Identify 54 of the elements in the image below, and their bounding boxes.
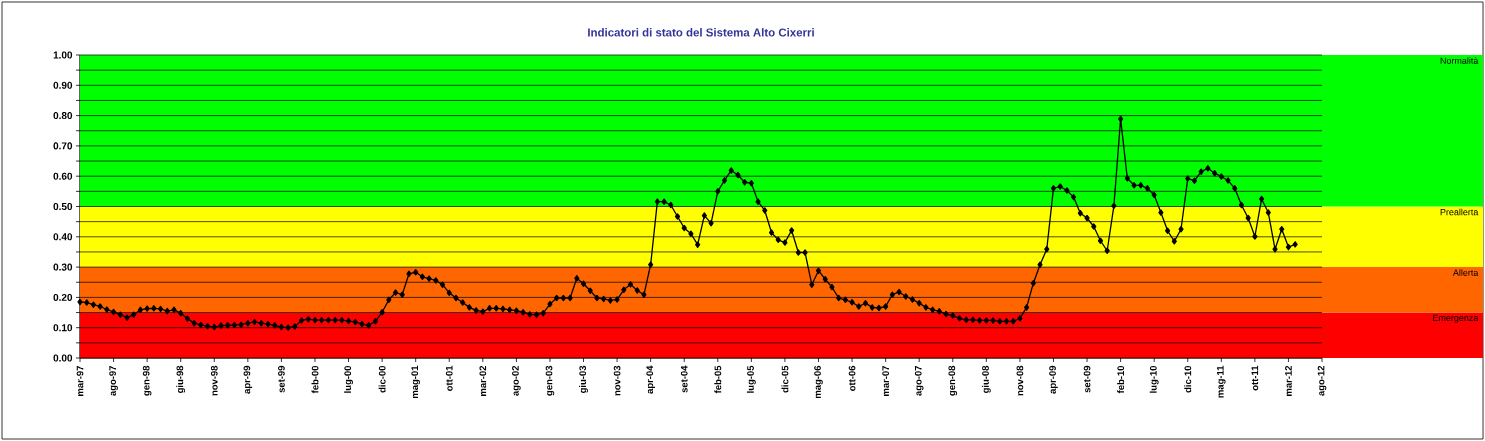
x-tick-label: mar-07 bbox=[882, 365, 889, 396]
x-tick-label: nov-98 bbox=[210, 365, 218, 396]
y-tick-label: 0.70 bbox=[53, 142, 73, 150]
x-tick-label: feb-00 bbox=[311, 365, 319, 394]
y-tick-label: 0.00 bbox=[53, 354, 73, 362]
x-tick-label: ago-07 bbox=[914, 365, 924, 396]
x-tick-label: apr-99 bbox=[243, 365, 253, 394]
x-tick-label: gen-08 bbox=[948, 365, 958, 396]
x-tick-label: set-09 bbox=[1083, 365, 1091, 393]
x-tick-label: apr-09 bbox=[1049, 365, 1058, 394]
y-tick-label: 0.80 bbox=[53, 112, 73, 120]
x-tick-label: lug-10 bbox=[1149, 365, 1159, 393]
y-tick-label: 0.50 bbox=[53, 202, 73, 211]
x-tick-label: nov-08 bbox=[1016, 365, 1024, 396]
x-tick-label: set-99 bbox=[278, 365, 285, 393]
x-tick-label: dic-10 bbox=[1184, 365, 1192, 393]
y-tick-label: 0.60 bbox=[53, 172, 73, 180]
x-tick-label: mar-02 bbox=[479, 365, 487, 396]
x-tick-label: ago-12 bbox=[1317, 365, 1327, 396]
x-tick-label: giu-08 bbox=[981, 365, 991, 393]
x-tick-label: lug-05 bbox=[746, 365, 756, 393]
x-tick-label: set-04 bbox=[680, 365, 688, 393]
x-tick-label: feb-10 bbox=[1117, 365, 1125, 394]
y-tick-label: 0.90 bbox=[53, 81, 73, 89]
x-tick-label: giu-98 bbox=[176, 365, 186, 393]
x-tick-label: ago-02 bbox=[512, 365, 521, 396]
band-label: Emergenza bbox=[1433, 314, 1479, 323]
chart-title: Indicatori di stato del Sistema Alto Cixerri bbox=[588, 28, 814, 37]
x-tick-label: ott-06 bbox=[848, 365, 856, 391]
x-tick-label: ott-11 bbox=[1251, 365, 1259, 391]
y-tick-label: 0.30 bbox=[53, 263, 73, 271]
y-tick-label: 1.00 bbox=[53, 51, 73, 59]
x-tick-label: feb-05 bbox=[714, 365, 722, 394]
x-tick-label: giu-03 bbox=[579, 365, 588, 393]
x-tick-label: dic-00 bbox=[378, 365, 386, 393]
x-tick-label: mag-11 bbox=[1217, 365, 1226, 398]
band-label: Allerta bbox=[1452, 269, 1479, 276]
y-tick-label: 0.40 bbox=[53, 233, 73, 241]
y-tick-label: 0.20 bbox=[53, 293, 73, 301]
x-tick-label: mag-01 bbox=[411, 365, 420, 399]
x-tick-label: lug-00 bbox=[344, 365, 353, 393]
band-label: Normalità bbox=[1440, 57, 1479, 64]
x-tick-label: gen-98 bbox=[142, 365, 152, 396]
x-tick-label: gen-03 bbox=[545, 365, 555, 396]
x-tick-label: ott-01 bbox=[445, 365, 453, 391]
x-tick-label: mar-12 bbox=[1285, 365, 1292, 396]
x-tick-label: mar-97 bbox=[76, 365, 84, 396]
x-tick-label: dic-05 bbox=[781, 365, 789, 393]
x-tick-label: nov-03 bbox=[613, 365, 621, 396]
band-label: Preallerta bbox=[1440, 208, 1479, 216]
y-tick-label: 0.10 bbox=[53, 324, 73, 332]
x-tick-label: apr-04 bbox=[646, 365, 655, 394]
x-tick-label: ago-97 bbox=[109, 365, 118, 396]
x-tick-label: mag-06 bbox=[814, 365, 823, 399]
